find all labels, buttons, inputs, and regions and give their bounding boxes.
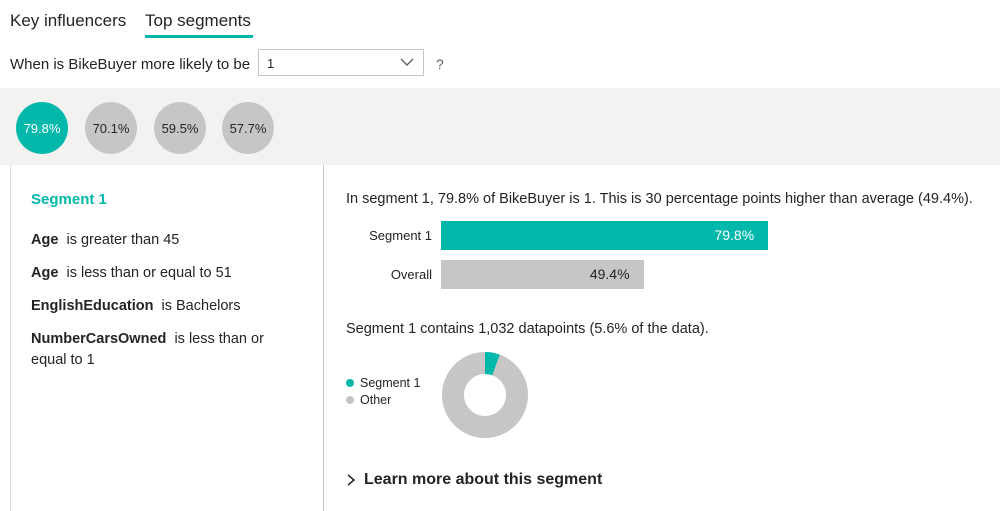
condition-text: is greater than 45	[66, 232, 180, 248]
condition-field: Age	[31, 265, 59, 281]
segment-share-donut	[442, 352, 528, 438]
legend-label: Other	[360, 393, 392, 407]
condition-3: EnglishEducation is Bachelors	[31, 296, 296, 317]
condition-text: is less than or equal to 51	[66, 265, 232, 281]
bar-label-overall: Overall	[390, 267, 432, 282]
segment-bubble-2[interactable]: 70.1%	[85, 102, 137, 154]
learn-more-link[interactable]: Learn more about this segment	[346, 471, 602, 489]
dropdown-selected-value: 1	[267, 56, 275, 71]
chevron-down-icon	[400, 58, 414, 66]
segment-bubble-4[interactable]: 57.7%	[222, 102, 274, 154]
bar-segment: 79.8%	[441, 221, 769, 250]
learn-more-label: Learn more about this segment	[364, 471, 603, 488]
question-mark: ?	[436, 56, 444, 72]
condition-field: EnglishEducation	[31, 298, 154, 314]
condition-field: Age	[31, 232, 59, 248]
condition-4: NumberCarsOwned is less than or equal to…	[31, 329, 296, 371]
bar-label-segment: Segment 1	[369, 228, 432, 243]
segment-definition-panel	[10, 165, 324, 511]
condition-2: Age is less than or equal to 51	[31, 263, 296, 284]
segment-title: Segment 1	[31, 191, 107, 208]
segment-bubble-1[interactable]: 79.8%	[16, 102, 68, 154]
tab-key-influencers[interactable]: Key influencers	[10, 11, 127, 30]
active-tab-indicator	[145, 35, 253, 38]
datapoints-summary: Segment 1 contains 1,032 datapoints (5.6…	[346, 321, 709, 337]
tab-top-segments[interactable]: Top segments	[145, 11, 251, 30]
value-dropdown[interactable]: 1	[258, 49, 424, 76]
chevron-right-icon	[347, 474, 356, 486]
legend-label: Segment 1	[360, 376, 421, 390]
donut-slice-segment	[442, 352, 528, 438]
condition-1: Age is greater than 45	[31, 230, 296, 251]
legend-item-other: Other	[346, 393, 391, 407]
legend-item-segment: Segment 1	[346, 376, 420, 390]
legend-dot	[346, 396, 354, 404]
segment-summary: In segment 1, 79.8% of BikeBuyer is 1. T…	[346, 191, 973, 207]
condition-text: is less than or equal to 1	[31, 331, 264, 368]
question-label: When is BikeBuyer more likely to be	[10, 56, 251, 73]
segment-bubble-3[interactable]: 59.5%	[154, 102, 206, 154]
condition-text: is Bachelors	[161, 298, 241, 314]
condition-field: NumberCarsOwned	[31, 331, 167, 347]
bar-value-label: 49.4%	[589, 266, 630, 282]
bar-overall: 49.4%	[441, 260, 644, 289]
legend-dot	[346, 379, 354, 387]
bar-value-label: 79.8%	[714, 227, 755, 243]
segment-strip	[0, 88, 1000, 165]
